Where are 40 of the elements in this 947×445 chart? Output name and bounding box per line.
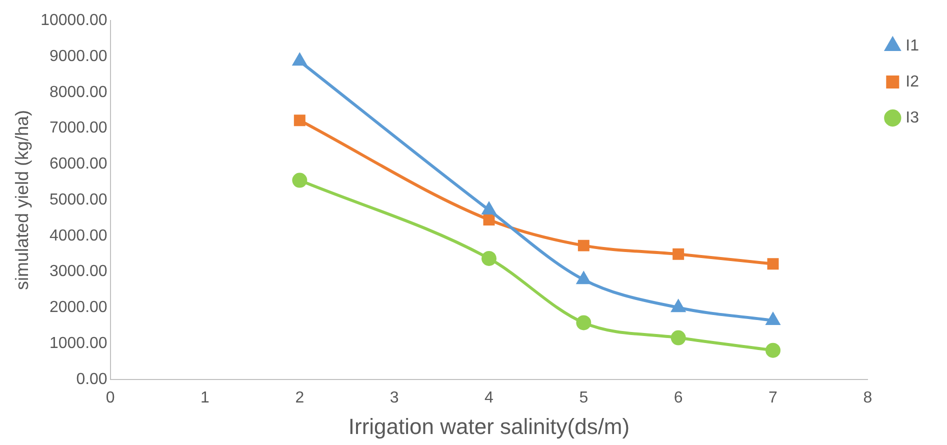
point (481, 250, 496, 266)
point (292, 172, 308, 188)
legend-label: I3 (906, 109, 920, 126)
point (483, 214, 495, 226)
y-tick-label: 5000.00 (49, 191, 108, 208)
point (292, 54, 306, 66)
y-tick-label: 2000.00 (49, 299, 108, 316)
x-tick-label: 2 (295, 389, 304, 406)
y-tick-label: 4000.00 (49, 227, 108, 244)
y-tick-label: 8000.00 (49, 84, 108, 101)
x-tick-label: 6 (674, 389, 683, 406)
x-tick-label: 7 (768, 389, 778, 406)
x-tick-label: 1 (200, 389, 210, 406)
y-tick-label: 0.00 (76, 370, 108, 388)
point (672, 248, 684, 260)
legend-label: I1 (906, 37, 920, 54)
y-tick-label: 1000.00 (49, 334, 108, 352)
legend-label: I2 (906, 73, 920, 90)
point (578, 240, 590, 252)
point (767, 258, 779, 270)
y-tick-label: 10000.00 (40, 12, 108, 30)
point (765, 342, 780, 358)
point (576, 272, 590, 284)
x-tick-label: 0 (106, 389, 115, 406)
y-tick-label: 6000.00 (49, 156, 108, 173)
point (294, 114, 306, 126)
y-tick-label: 7000.00 (49, 120, 108, 137)
y-tick-label: 9000.00 (49, 48, 108, 65)
x-tick-label: 3 (390, 389, 399, 406)
point (766, 313, 780, 326)
y-tick-label: 3000.00 (49, 263, 108, 280)
x-axis-title: Irrigation water salinity(ds/m) (348, 414, 630, 439)
y-axis-title: simulated yield (kg/ha) (12, 110, 32, 290)
x-tick-label: 4 (484, 389, 494, 406)
x-tick-label: 5 (579, 389, 588, 406)
point (576, 315, 592, 330)
point (670, 330, 686, 346)
point (482, 202, 496, 215)
point (672, 300, 686, 312)
x-tick-label: 8 (863, 389, 872, 406)
